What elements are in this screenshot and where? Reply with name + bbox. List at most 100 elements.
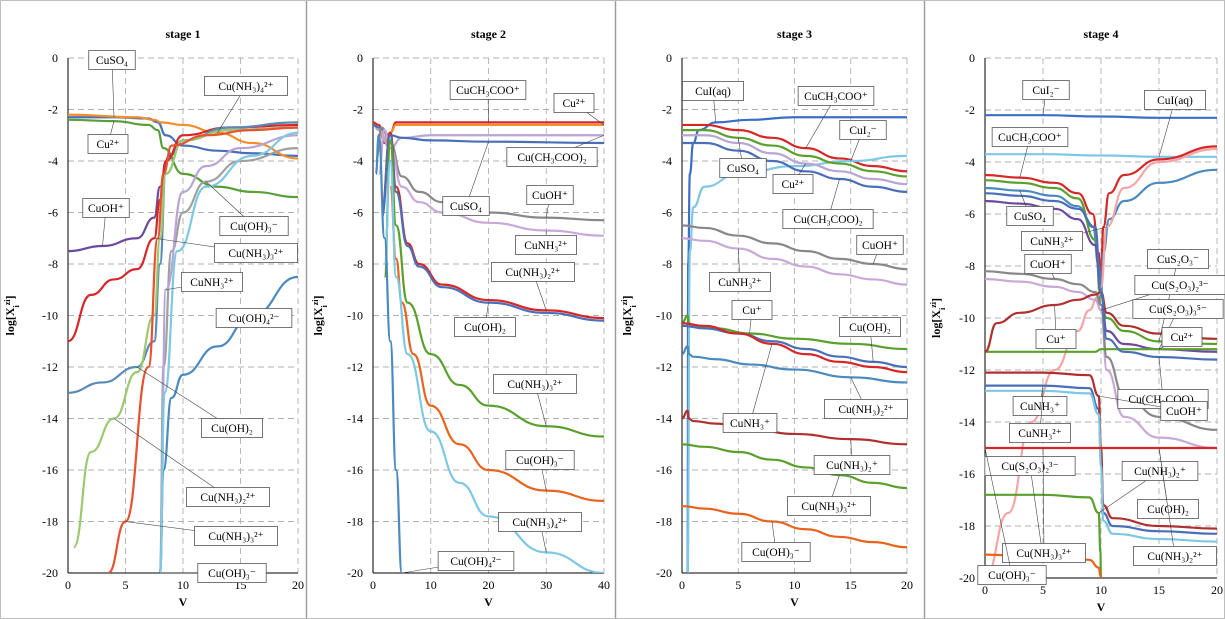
series-line [985,348,1217,353]
series-label-box [454,317,516,337]
y-axis-label: log[Xizi] [620,295,638,335]
series-label-box [722,413,778,433]
series-label-box [1009,423,1071,443]
y-tick-label: 0 [52,51,58,65]
series-label: CuOH⁺ [1030,259,1066,271]
series-label-box [215,308,293,328]
panel-title: stage 4 [1084,27,1119,41]
y-tick-label: -16 [656,463,672,477]
series-label-box [782,209,874,229]
series-line [68,123,298,343]
x-tick-label: 10 [425,578,437,592]
series-line [68,121,298,394]
series-label-box [1132,299,1224,319]
series-line [682,409,907,446]
series-label: Cu(CH₃COO)₂ [793,214,862,226]
series-label-box [1133,546,1217,566]
series-line [985,277,1217,450]
series-group [985,114,1217,578]
x-tick-label: 20 [483,578,495,592]
series-label: Cu⁺ [1046,334,1066,346]
series-label-box [498,512,582,532]
y-tick-label: -8 [662,257,672,271]
series-label-box [219,216,289,236]
x-tick-label: 40 [598,578,610,592]
series-label-box [682,81,744,101]
x-tick-label: 30 [540,578,552,592]
series-label-box [181,272,243,292]
y-tick-label: -12 [656,360,672,374]
x-axis-label: V [1097,600,1106,614]
panel-stage-3: stage 3 0 -2 -4 -6 -8 -10 -12 -14 -16 -18 -20 0 5 10 15… [620,27,914,609]
series-line [985,493,1103,578]
series-label: Cu(CH₃COO)₂ [517,152,586,164]
series-label-box [82,198,130,218]
series-label: CuSO₄ [450,201,482,213]
series-label: Cu(NH₃)₃²⁺ [208,531,263,543]
series-label-box [194,526,278,546]
label-leader [136,366,233,429]
series-label: CuNH₃⁺ [1020,401,1060,413]
y-tick-label: -14 [42,412,58,426]
series-label-box [709,272,771,292]
y-tick-label: -6 [48,206,58,220]
series-label-box [87,134,129,154]
x-tick-label: 0 [679,578,685,592]
series-label: Cu(NH₃)₂⁺ [1134,466,1186,478]
series-label: Cu(S₂O₃)₂³⁻ [1151,280,1208,292]
x-tick-label: 5 [1040,583,1046,597]
series-line [682,504,907,549]
label-leader [749,343,773,424]
y-tick-label: -14 [347,412,363,426]
series-line [682,141,907,193]
y-axis-label: log[Xizi] [929,298,947,338]
series-line [158,147,298,573]
series-label-box [1161,327,1203,347]
series-label-box [1035,329,1077,349]
series-label-box [553,93,595,113]
series-line [985,114,1217,119]
series-label-box [437,551,515,571]
series-label: Cu(OH)₂ [211,423,253,435]
series-label: Cu(OH)₃⁻ [752,547,800,559]
series-label-box [731,300,773,320]
x-tick-label: 10 [789,578,801,592]
series-line [380,134,604,322]
series-label: CuCH₃COO⁺ [456,85,520,97]
series-label-box [1121,461,1199,481]
label-leader [1042,447,1045,554]
series-label: CuI(aq) [1157,95,1193,107]
series-line [985,192,1217,361]
y-tick-label: -8 [353,257,363,271]
y-tick-label: -2 [353,103,363,117]
series-label-box [1022,80,1070,100]
series-line [985,147,1217,578]
x-tick-label: 0 [65,578,71,592]
series-label: Cu(NH₃)₂²⁺ [200,492,255,504]
y-tick-label: -14 [656,412,672,426]
series-line [682,324,907,369]
x-tick-label: 10 [177,578,189,592]
y-tick-label: -10 [347,309,363,323]
series-label: Cu(NH₃)₂²⁺ [838,404,893,416]
x-axis-label: V [790,595,799,609]
y-tick-label: -8 [48,257,58,271]
y-tick-label: -16 [959,467,975,481]
series-label: CuI₂⁻ [849,125,876,137]
y-tick-label: -4 [662,154,672,168]
series-line [682,129,907,178]
series-label: Cu(OH)₃⁻ [230,221,278,233]
series-label-box [1002,543,1086,563]
series-label-box [991,127,1069,147]
series-label: Cu(NH₃)₄²⁺ [218,81,273,93]
series-label-box [526,185,574,205]
y-tick-label: -18 [42,515,58,529]
panel-title: stage 1 [166,27,201,41]
series-label: Cu²⁺ [97,139,120,151]
series-label-box [797,86,875,106]
series-line [389,185,604,502]
series-label-box [201,418,263,438]
series-label: Cu(S₂O₃)₃⁵⁻ [1149,304,1207,316]
y-tick-label: -20 [347,566,363,580]
series-label-box [1147,249,1209,269]
